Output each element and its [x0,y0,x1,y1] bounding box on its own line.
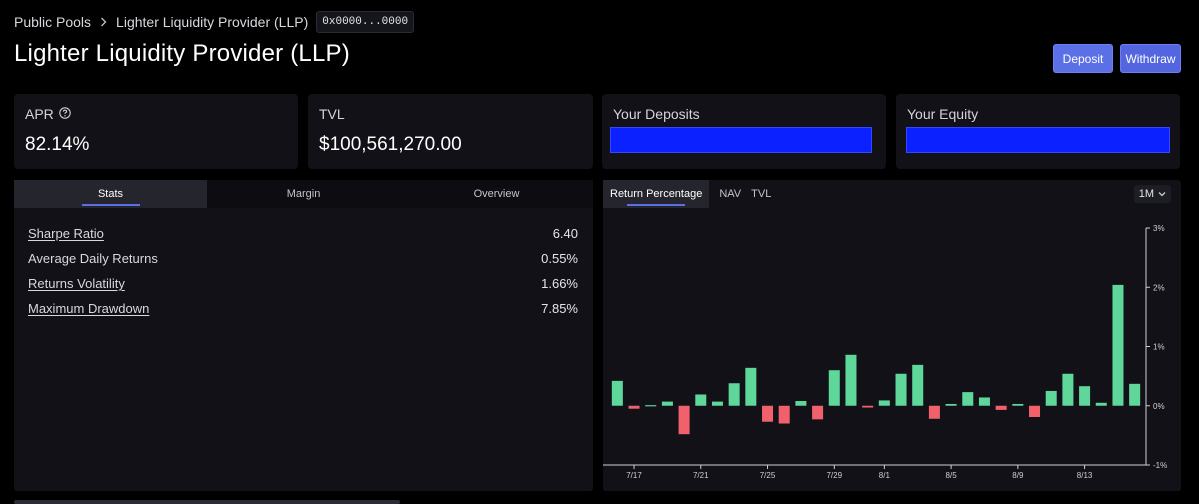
y-tick-label: 2% [1153,283,1165,292]
chart-bar [1112,284,1124,406]
apr-value: 82.14% [25,134,90,155]
tab-nav[interactable]: NAV [719,188,742,200]
chart-bar [678,405,690,435]
x-tick-label: 8/13 [1077,471,1093,480]
stat-row-average-daily-returns: Average Daily Returns 0.55% [28,251,578,276]
breadcrumb-public-pools[interactable]: Public Pools [14,14,92,30]
chart-bar [1029,405,1041,418]
chart-bar [995,405,1007,410]
chart-bar [745,367,757,406]
deposits-card: Your Deposits [602,94,886,169]
equity-card: Your Equity [896,94,1180,169]
x-tick-label: 7/25 [760,471,776,480]
x-tick-label: 7/21 [693,471,709,480]
x-tick-label: 8/9 [1012,471,1024,480]
stat-row-sharpe-ratio: Sharpe Ratio 6.40 [28,226,578,251]
range-select-value: 1M [1138,188,1154,200]
chart-bar [895,373,907,406]
chart-bar [928,405,940,419]
stat-label-maximum-drawdown[interactable]: Maximum Drawdown [28,301,150,316]
chart-bar [812,405,824,420]
chart-bar [762,405,774,422]
chart-bar [711,401,723,406]
chart-bar [1079,386,1091,406]
chart-bar [828,370,840,406]
stat-label-returns-volatility[interactable]: Returns Volatility [28,276,125,291]
stat-value-average-daily-returns: 0.55% [541,251,578,266]
chart-bar [845,354,857,406]
y-tick-label: 3% [1153,224,1165,233]
chart-bar [778,405,790,424]
chevron-down-icon [1158,188,1166,200]
tab-stats[interactable]: Stats [14,180,207,208]
chart-bar [1062,373,1074,406]
chart-panel: Return Percentage NAV TVL 1M 3% 2% 1% 0% -1%… [603,180,1181,491]
page-title: Lighter Liquidity Provider (LLP) [14,40,350,67]
chart-bar [645,405,657,407]
pool-address-badge[interactable]: 0x0000...0000 [316,11,415,33]
chart-bar [962,392,974,406]
horizontal-scrollbar[interactable] [14,500,400,504]
equity-redacted-bar [906,127,1170,153]
x-tick-label: 8/5 [946,471,958,480]
apr-card: APR 82.14% [14,94,298,169]
chart-bar [661,401,673,406]
range-select[interactable]: 1M [1133,185,1171,203]
stat-value-returns-volatility: 1.66% [541,276,578,291]
chart-bar [862,405,874,408]
chart-bar [1129,383,1141,406]
chevron-right-icon [100,17,107,27]
y-tick-label: -1% [1153,461,1167,470]
deposits-label: Your Deposits [613,106,700,122]
tvl-label: TVL [319,106,345,122]
x-tick-label: 8/1 [879,471,891,480]
tvl-value: $100,561,270.00 [319,134,462,155]
chart-bar [728,383,740,406]
stats-panel: Stats Margin Overview Sharpe Ratio 6.40 … [14,180,593,491]
return-percentage-chart: 3% 2% 1% 0% -1% 7/17 7/21 7/25 7/29 8/1 8/5 8/9 8/13 [603,224,1167,480]
deposit-button[interactable]: Deposit [1053,44,1113,73]
stat-label-average-daily-returns: Average Daily Returns [28,251,158,266]
chart-bar [628,405,640,409]
y-tick-label: 1% [1153,343,1165,352]
help-circle-icon[interactable] [59,106,71,122]
chart-bar [695,394,707,406]
chart-bar [912,364,924,406]
breadcrumb-current: Lighter Liquidity Provider (LLP) [116,14,309,30]
chart-bar [878,400,890,406]
chart-bar [611,380,623,406]
stat-row-maximum-drawdown: Maximum Drawdown 7.85% [28,301,578,326]
stat-label-sharpe-ratio[interactable]: Sharpe Ratio [28,226,104,241]
stat-row-returns-volatility: Returns Volatility 1.66% [28,276,578,301]
chart-bar [1012,403,1024,406]
x-tick-label: 7/29 [826,471,842,480]
y-tick-label: 0% [1153,402,1165,411]
chart-bar [1095,402,1107,406]
chart-bar [978,397,990,406]
tab-overview[interactable]: Overview [473,188,520,200]
stats-tabs: Stats Margin Overview [14,180,593,208]
tab-return-percentage[interactable]: Return Percentage [603,180,710,208]
chart-bar [1045,390,1057,406]
deposits-redacted-bar [610,127,872,153]
equity-label: Your Equity [907,106,979,122]
chart-bar [945,403,957,406]
stat-value-sharpe-ratio: 6.40 [552,226,578,241]
breadcrumb: Public Pools Lighter Liquidity Provider … [14,11,415,33]
chart-bar [795,401,807,406]
tvl-card: TVL $100,561,270.00 [308,94,593,169]
apr-label: APR [25,106,54,122]
tab-tvl[interactable]: TVL [751,188,772,200]
stat-value-maximum-drawdown: 7.85% [541,301,578,316]
action-buttons: Deposit Withdraw [1053,44,1181,73]
tab-margin[interactable]: Margin [286,188,321,200]
chart-tabs: Return Percentage NAV TVL [603,180,771,208]
stats-list: Sharpe Ratio 6.40 Average Daily Returns … [28,226,578,326]
withdraw-button[interactable]: Withdraw [1120,44,1181,73]
x-tick-label: 7/17 [626,471,642,480]
